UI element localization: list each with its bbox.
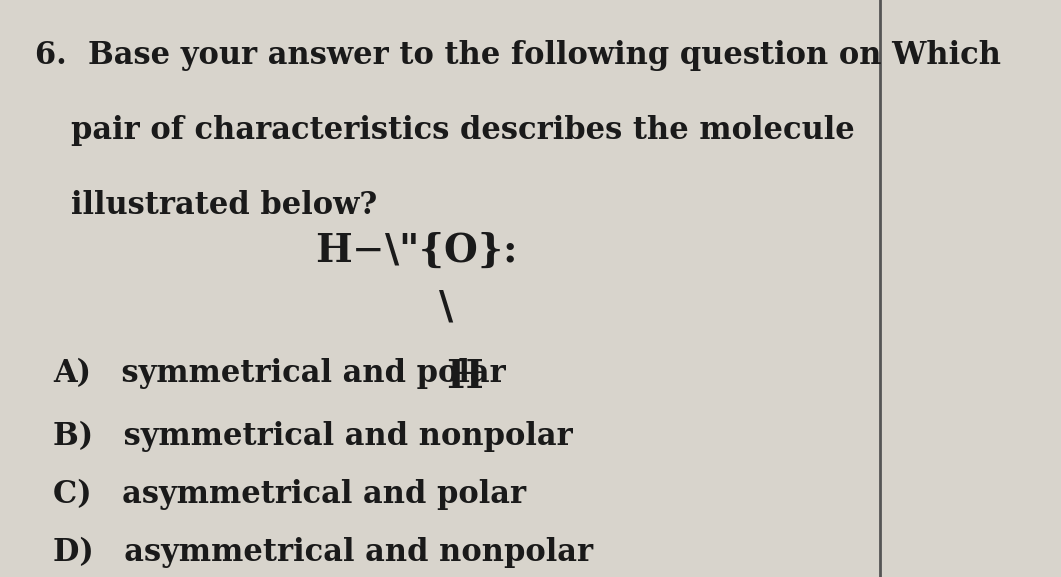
Text: 6.  Base your answer to the following question on Which: 6. Base your answer to the following que… bbox=[35, 40, 1002, 72]
Text: C) asymmetrical and polar: C) asymmetrical and polar bbox=[53, 479, 526, 510]
Text: A) symmetrical and polar: A) symmetrical and polar bbox=[53, 358, 506, 389]
Text: B) symmetrical and nonpolar: B) symmetrical and nonpolar bbox=[53, 421, 573, 452]
Text: H: H bbox=[446, 358, 483, 396]
Text: illustrated below?: illustrated below? bbox=[71, 190, 377, 222]
Text: D) asymmetrical and nonpolar: D) asymmetrical and nonpolar bbox=[53, 537, 593, 568]
Text: \: \ bbox=[439, 288, 454, 327]
Text: H$-$\"{O}:: H$-$\"{O}: bbox=[315, 231, 516, 270]
Text: pair of characteristics describes the molecule: pair of characteristics describes the mo… bbox=[71, 115, 854, 147]
